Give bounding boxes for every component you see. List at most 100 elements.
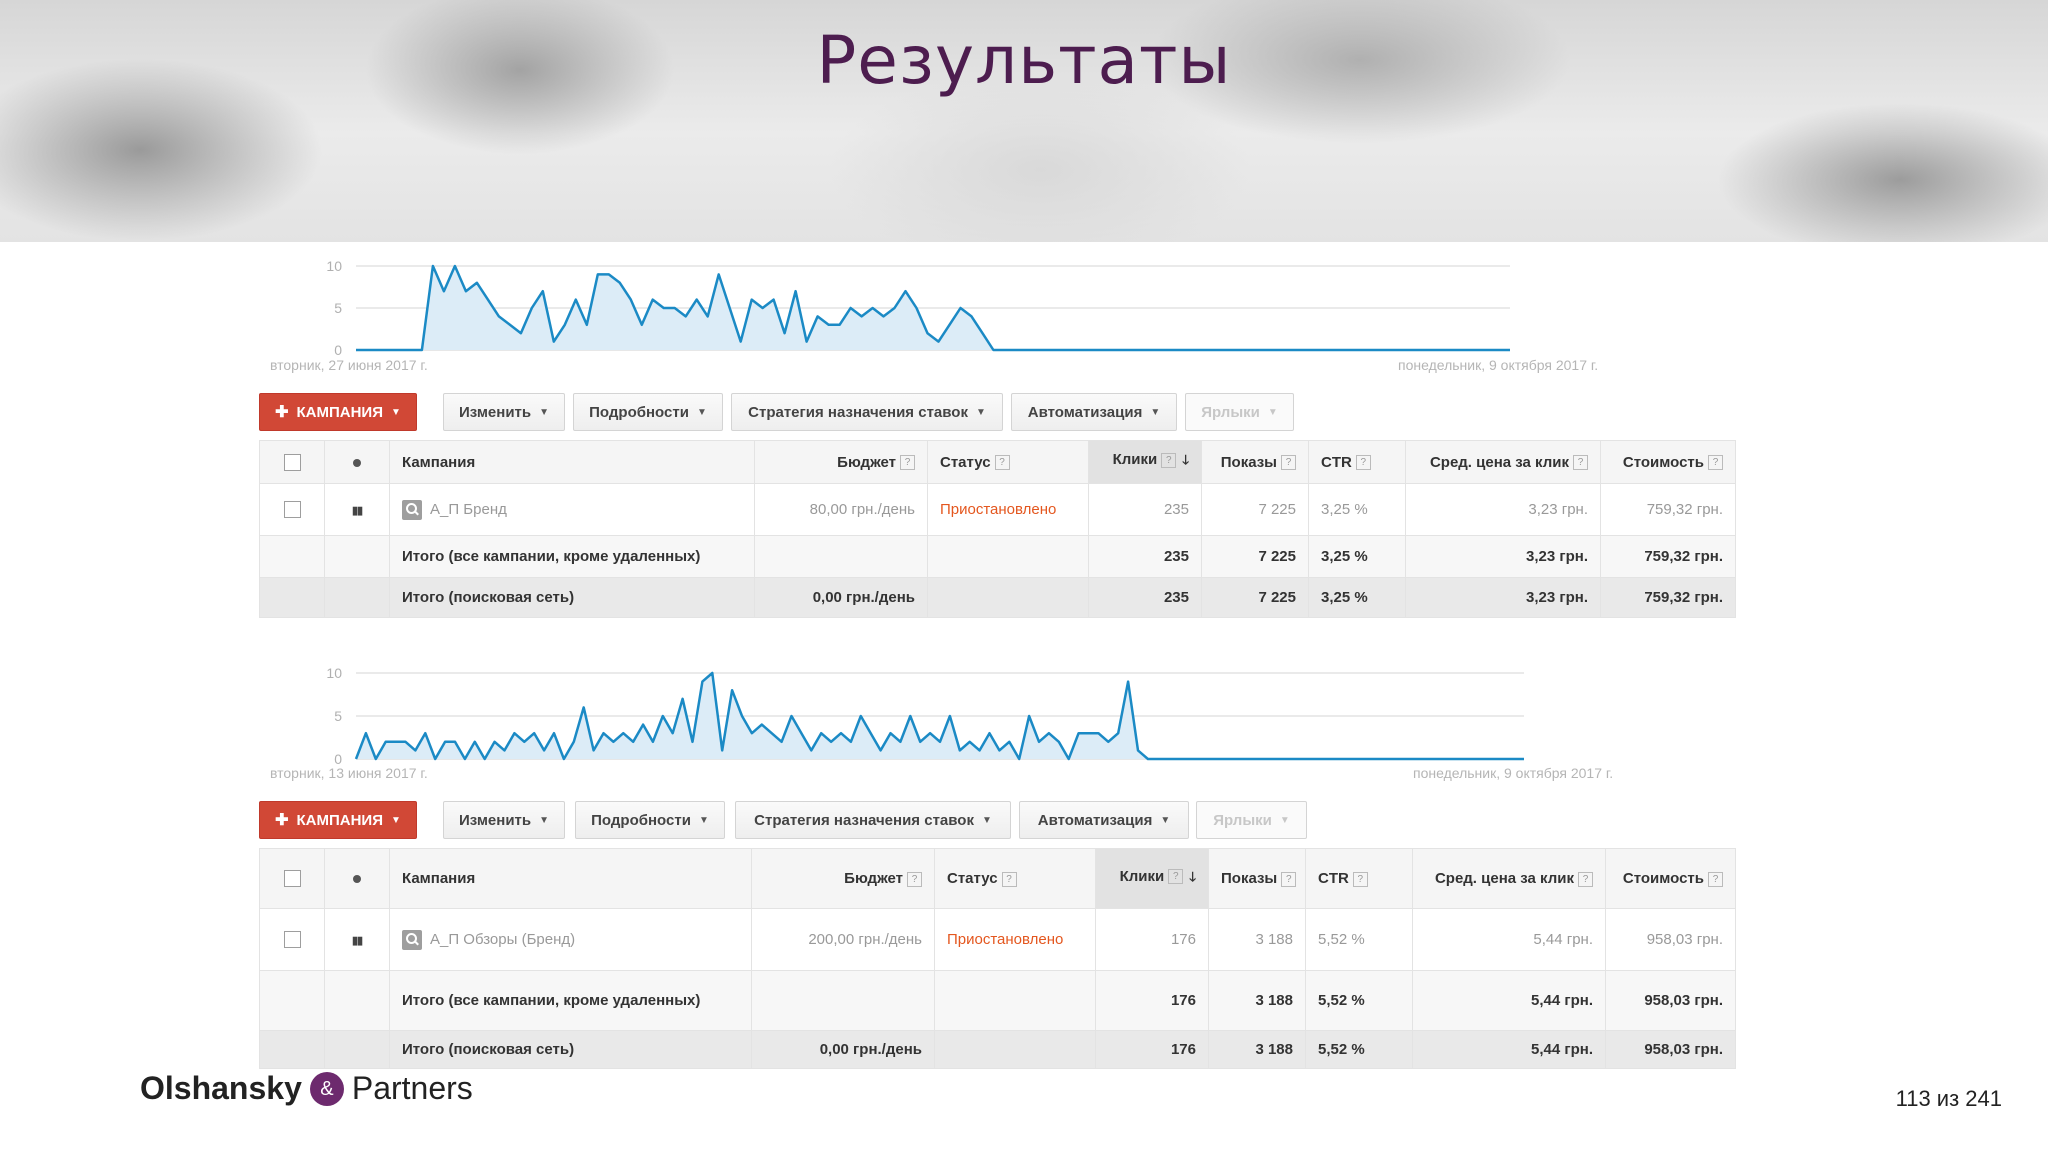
col-ctr[interactable]: CTR? [1305, 848, 1413, 909]
col-avg-cpc[interactable]: Сред. цена за клик? [1412, 848, 1606, 909]
total-cost: 759,32 грн. [1600, 535, 1736, 578]
col-clicks[interactable]: Клики? 🡓 [1088, 440, 1202, 484]
col-clicks-label: Клики [1112, 451, 1158, 468]
total-search-impressions: 3 188 [1208, 1030, 1306, 1069]
labels-dropdown[interactable]: Ярлыки ▼ [1185, 393, 1294, 431]
help-icon[interactable]: ? [994, 455, 1010, 471]
col-campaign[interactable]: Кампания [389, 440, 755, 484]
help-icon[interactable]: ? [1168, 869, 1184, 885]
caret-down-icon: ▼ [698, 814, 709, 826]
pause-icon[interactable]: ▮▮ [351, 505, 363, 517]
select-all-checkbox[interactable] [283, 453, 301, 471]
plus-icon: ✚ [275, 404, 289, 421]
caret-down-icon: ▼ [1279, 814, 1290, 826]
help-icon[interactable]: ? [1281, 871, 1297, 887]
automation-dropdown[interactable]: Автоматизация ▼ [1019, 801, 1189, 839]
help-icon[interactable]: ? [1708, 455, 1723, 471]
row-select-cell [259, 483, 325, 536]
sort-down-icon: 🡓 [1182, 452, 1189, 467]
help-icon[interactable]: ? [1708, 871, 1723, 887]
ctr-cell: 3,25 % [1308, 483, 1406, 536]
empty-cell [927, 535, 1089, 578]
clicks-cell: 176 [1095, 908, 1209, 971]
help-icon[interactable]: ? [1355, 455, 1371, 471]
col-cost[interactable]: Стоимость? [1605, 848, 1736, 909]
col-budget[interactable]: Бюджет? [754, 440, 928, 484]
labels-dropdown[interactable]: Ярлыки ▼ [1196, 801, 1307, 839]
cost-cell: 759,32 грн. [1600, 483, 1736, 536]
col-campaign[interactable]: Кампания [389, 848, 752, 909]
campaign-name-link[interactable]: А_П Бренд [430, 500, 507, 518]
campaign-name-link[interactable]: А_П Обзоры (Бренд) [430, 930, 576, 948]
help-icon[interactable]: ? [1573, 455, 1588, 471]
caret-down-icon: ▼ [975, 406, 986, 418]
page-number: 113 из 241 [1895, 1086, 2002, 1111]
edit-label: Изменить [458, 403, 532, 421]
y-tick-label: 5 [334, 708, 342, 724]
total-impressions: 3 188 [1208, 970, 1306, 1031]
col-ctr-label: CTR [1321, 453, 1352, 471]
y-tick-label: 0 [334, 342, 342, 358]
cost-cell: 958,03 грн. [1605, 908, 1736, 971]
add-campaign-button[interactable]: ✚ КАМПАНИЯ ▼ [259, 801, 417, 839]
row-checkbox[interactable] [283, 501, 301, 519]
edit-dropdown[interactable]: Изменить ▼ [443, 801, 565, 839]
bidding-strategy-dropdown[interactable]: Стратегия назначения ставок ▼ [731, 393, 1003, 431]
empty-cell [934, 1030, 1096, 1069]
empty-cell [324, 970, 390, 1031]
budget-value: 80,00 грн./день [809, 501, 915, 518]
select-all-checkbox[interactable] [283, 870, 301, 888]
col-budget[interactable]: Бюджет? [751, 848, 935, 909]
labels-label: Ярлыки [1213, 811, 1272, 829]
status-cell: Приостановлено [927, 483, 1089, 536]
details-dropdown[interactable]: Подробности ▼ [575, 801, 725, 839]
automation-dropdown[interactable]: Автоматизация ▼ [1011, 393, 1177, 431]
add-campaign-label: КАМПАНИЯ [296, 811, 384, 829]
col-clicks-label: Клики [1119, 867, 1165, 885]
budget-cell[interactable]: 80,00 грн./день [754, 483, 928, 536]
help-icon[interactable]: ? [900, 455, 915, 471]
status-dot-icon [353, 458, 361, 467]
col-clicks[interactable]: Клики? 🡓 [1095, 848, 1209, 909]
col-cost[interactable]: Стоимость? [1600, 440, 1736, 484]
help-icon[interactable]: ? [1352, 871, 1368, 887]
details-dropdown[interactable]: Подробности ▼ [573, 393, 723, 431]
help-icon[interactable]: ? [907, 871, 922, 887]
help-icon[interactable]: ? [1001, 871, 1017, 887]
budget-cell[interactable]: 200,00 грн./день [751, 908, 935, 971]
col-impressions[interactable]: Показы? [1208, 848, 1306, 909]
add-campaign-button[interactable]: ✚ КАМПАНИЯ ▼ [259, 393, 417, 431]
total-search-cost: 958,03 грн. [1605, 1030, 1736, 1069]
row-checkbox[interactable] [283, 931, 301, 949]
edit-dropdown[interactable]: Изменить ▼ [443, 393, 565, 431]
empty-cell [751, 970, 935, 1031]
bidding-strategy-dropdown[interactable]: Стратегия назначения ставок ▼ [735, 801, 1011, 839]
pause-icon[interactable]: ▮▮ [351, 935, 363, 947]
campaign-toolbar: ✚ КАМПАНИЯ ▼ Изменить ▼ Подробности ▼ Страте… [259, 801, 1307, 841]
empty-cell [324, 1030, 390, 1069]
help-icon[interactable]: ? [1161, 452, 1177, 468]
select-all-cell [259, 440, 325, 484]
total-search-clicks: 235 [1088, 577, 1202, 618]
total-search-ctr: 3,25 % [1308, 577, 1406, 618]
table-header-row: Кампания Бюджет? Статус? Клики? 🡓 Показы?… [259, 440, 1736, 484]
status-cell: Приостановлено [934, 908, 1096, 971]
col-budget-label: Бюджет [844, 870, 903, 887]
col-status[interactable]: Статус? [927, 440, 1089, 484]
col-avg-cpc[interactable]: Сред. цена за клик? [1405, 440, 1601, 484]
ctr-cell: 5,52 % [1305, 908, 1413, 971]
col-impressions[interactable]: Показы? [1201, 440, 1309, 484]
edit-label: Изменить [458, 811, 532, 829]
col-status[interactable]: Статус? [934, 848, 1096, 909]
caret-down-icon: ▼ [391, 406, 401, 418]
clicks-cell: 235 [1088, 483, 1202, 536]
row-status-cell: ▮▮ [324, 908, 390, 971]
logo-name-right: Partners [351, 1070, 473, 1106]
avg-cpc-cell: 3,23 грн. [1405, 483, 1601, 536]
series-area [356, 266, 1510, 350]
help-icon[interactable]: ? [1578, 871, 1593, 887]
help-icon[interactable]: ? [1281, 455, 1296, 471]
total-clicks: 235 [1088, 535, 1202, 578]
sort-down-icon: 🡓 [1189, 868, 1196, 884]
col-ctr[interactable]: CTR? [1308, 440, 1406, 484]
